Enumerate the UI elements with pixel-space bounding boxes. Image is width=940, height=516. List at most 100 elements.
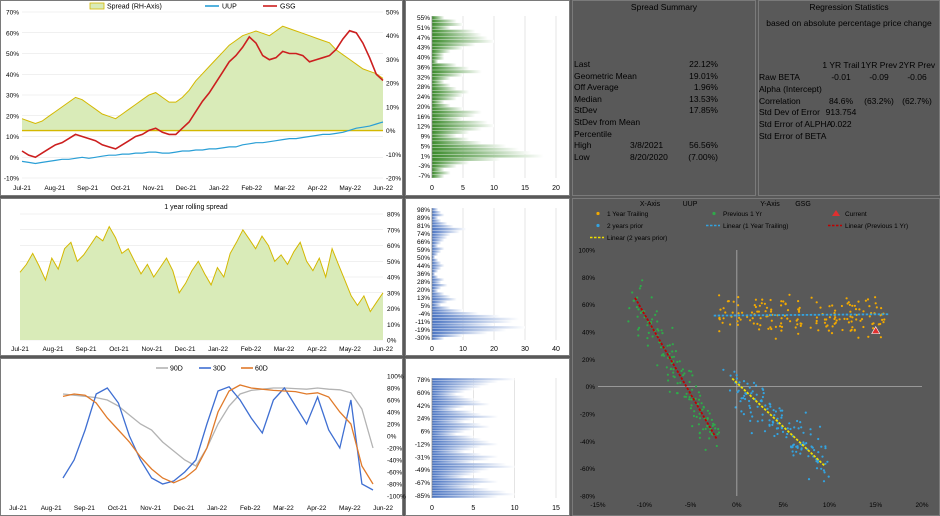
summary-label: Low <box>574 151 590 162</box>
histogram-bar <box>432 443 499 446</box>
scatter-point <box>786 427 789 430</box>
y-tick-label: 42% <box>417 403 430 410</box>
scatter-point <box>674 350 678 353</box>
y2-tick-label: 10% <box>386 104 399 111</box>
histogram-bar <box>432 63 457 67</box>
y-tick-label: -40% <box>387 458 402 465</box>
scatter-point <box>710 418 714 421</box>
scatter-point <box>760 302 763 305</box>
histogram-bar <box>432 312 479 315</box>
scatter-point <box>843 317 846 320</box>
regression-col-header: 1 YR Trail <box>822 60 860 70</box>
x-tick-label: Jan-22 <box>208 346 228 353</box>
histogram-bar <box>432 465 515 468</box>
scatter-point <box>759 317 762 320</box>
histogram-bar <box>432 83 451 87</box>
legend-label: Spread (RH-Axis) <box>107 4 162 11</box>
histogram-bar <box>432 337 445 340</box>
histogram-bar <box>432 460 474 463</box>
regression-value: 0.022 <box>830 119 852 130</box>
scatter-point <box>655 310 658 313</box>
histogram-bar <box>432 19 457 23</box>
regression-stats-title: Regression Statistics <box>809 2 889 12</box>
summary-label: Percentile <box>574 128 612 139</box>
scatter-point <box>656 320 659 323</box>
scatter-point <box>656 364 659 367</box>
y-tick-label: -60% <box>387 470 402 477</box>
histogram-bar <box>432 403 490 406</box>
histogram-bar <box>432 328 507 332</box>
histogram-bar <box>432 450 466 453</box>
scatter-point <box>883 318 886 321</box>
scatter-x-axis-name: UUP <box>683 201 698 208</box>
y2-tick-label: 20% <box>386 81 399 88</box>
gsg-line <box>21 29 384 159</box>
y-tick-label: 24% <box>417 94 430 101</box>
scatter-point <box>743 394 746 397</box>
scatter-point <box>734 406 737 409</box>
histogram-bar <box>432 103 451 107</box>
regression-value: -0.06 <box>907 72 927 82</box>
x-tick-label: Aug-21 <box>43 346 64 353</box>
scatter-point <box>872 327 875 330</box>
histogram-bar <box>432 147 519 151</box>
scatter-point <box>712 422 715 425</box>
scatter-point <box>780 317 783 320</box>
scatter-point <box>691 388 694 391</box>
spread-summary-panel <box>572 0 756 196</box>
scatter-point <box>744 392 747 395</box>
histogram-bar <box>432 383 490 386</box>
summary-value: 13.53% <box>689 93 718 104</box>
x-tick-label: 0 <box>430 185 434 192</box>
scatter-point <box>799 421 802 424</box>
scatter-point <box>671 326 674 329</box>
scatter-point <box>776 422 779 425</box>
histogram-bar <box>432 468 490 471</box>
scatter-point <box>637 328 640 331</box>
scatter-point <box>668 390 671 393</box>
y-tick-label: -60% <box>580 466 595 473</box>
y-tick-label: -49% <box>415 467 430 474</box>
y-tick-label: 47% <box>417 35 430 42</box>
histogram-bar <box>432 261 442 264</box>
scatter-point <box>751 390 754 393</box>
scatter-point <box>757 310 761 313</box>
scatter-point <box>761 413 764 416</box>
legend-marker <box>596 211 600 216</box>
histogram-bar <box>432 385 482 388</box>
scatter-point <box>778 407 781 410</box>
scatter-point <box>660 354 664 357</box>
histogram-bar <box>432 306 451 309</box>
scatter-point <box>698 436 702 439</box>
scatter-point <box>708 412 711 415</box>
x-tick-label: Apr-22 <box>308 185 328 192</box>
scatter-point <box>818 425 822 428</box>
scatter-point <box>737 296 740 299</box>
histogram-bar <box>432 227 467 231</box>
scatter-point <box>822 480 826 483</box>
scatter-point <box>834 309 837 312</box>
x-tick-label: 0% <box>732 502 742 509</box>
y-tick-label: 74% <box>417 231 430 238</box>
scatter-point <box>780 416 783 419</box>
scatter-point <box>791 444 795 447</box>
histogram-bar <box>432 258 439 262</box>
histogram-bar <box>432 433 457 436</box>
scatter-point <box>774 325 778 328</box>
y2-tick-label: 50% <box>386 10 399 17</box>
scatter-point <box>704 427 707 430</box>
scatter-point <box>690 370 693 373</box>
y-tick-label: 20% <box>387 306 400 313</box>
histogram-bar <box>432 144 507 148</box>
y-tick-label: -30% <box>415 335 430 342</box>
scatter-point <box>737 304 740 307</box>
scatter-point <box>800 447 803 450</box>
x-tick-label: Jul-21 <box>9 505 27 512</box>
scatter-point <box>797 310 801 313</box>
legend-label: 60D <box>255 366 268 373</box>
legend-swatch <box>89 2 105 10</box>
histogram-bar <box>432 331 488 335</box>
scatter-point <box>704 448 707 451</box>
scatter-point <box>831 325 834 328</box>
x-tick-label: -15% <box>590 502 605 509</box>
